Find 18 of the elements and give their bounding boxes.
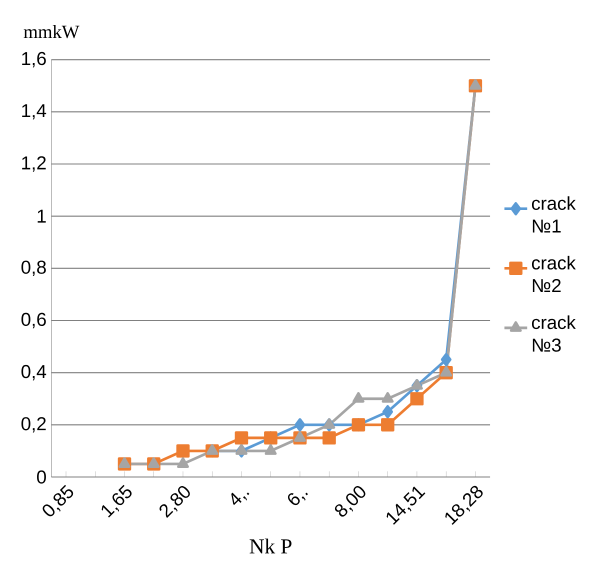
y-tick-label: 0,8 [21, 260, 46, 276]
y-axis-title: mmkW [24, 25, 80, 38]
y-tick-label: 0,6 [21, 312, 46, 328]
x-tick-label: 0,85 [42, 484, 74, 516]
x-tick-label: 8,00 [334, 486, 366, 517]
x-axis-title: Nk P [250, 538, 292, 554]
legend-label: crack №3 [532, 315, 576, 352]
x-tick-label: 4,. [231, 492, 250, 506]
x-tick-label: 6,. [288, 492, 308, 506]
y-tick-label: 1 [38, 210, 46, 223]
y-tick-label: 0,4 [21, 364, 46, 380]
legend-label: crack №1 [532, 196, 576, 232]
legend-label: crack №2 [532, 256, 576, 292]
y-tick-label: 1,2 [22, 156, 46, 172]
y-tick-label: 1,4 [22, 104, 46, 120]
y-tick-label: 1,6 [22, 52, 46, 68]
y-tick-label: 0 [37, 470, 46, 484]
y-tick-label: 0,2 [21, 417, 46, 433]
